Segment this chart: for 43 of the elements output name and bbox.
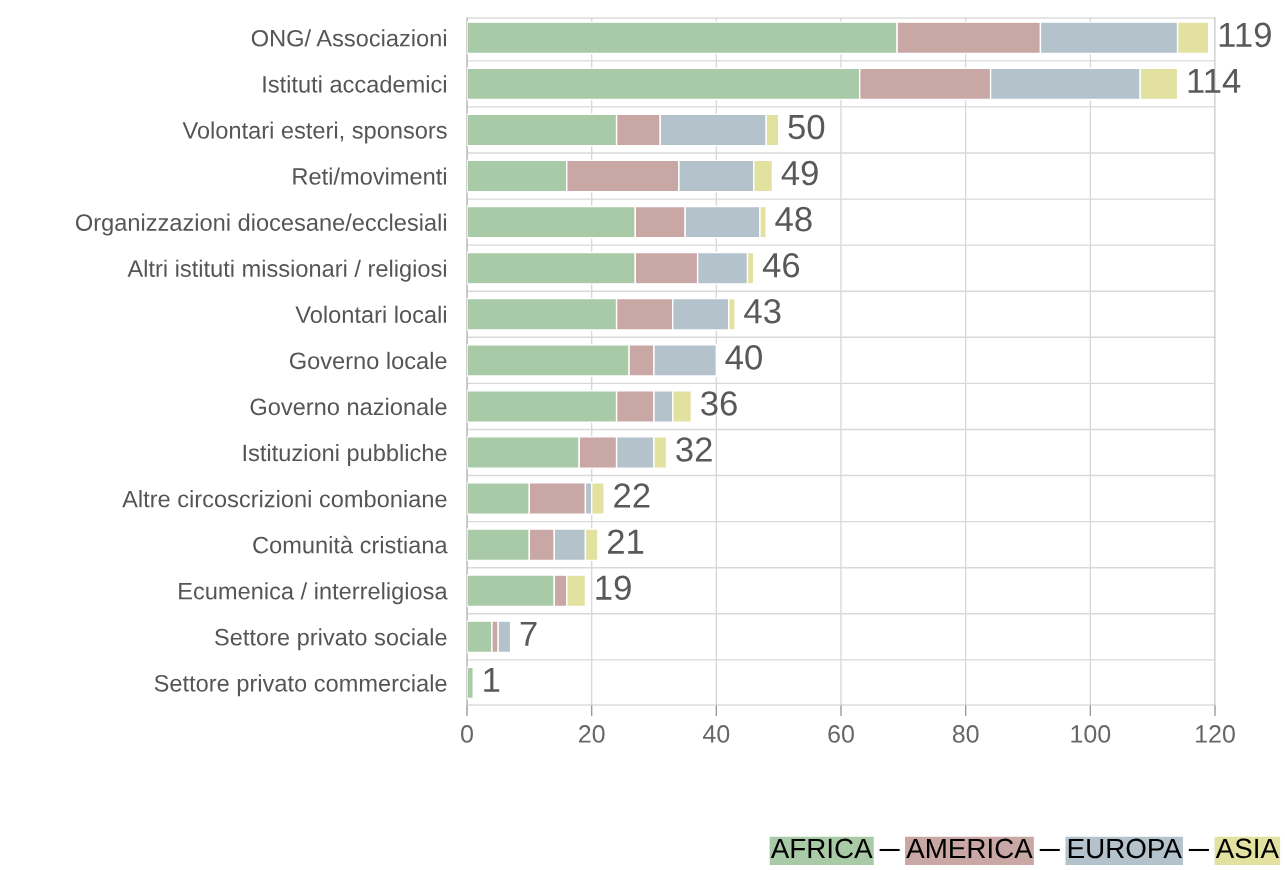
bar xyxy=(467,620,493,654)
y-tick-label: Istituti accademici xyxy=(263,75,446,93)
text: EUROPA xyxy=(1068,838,1182,859)
total-label: 1 xyxy=(484,667,500,692)
y-tick-label: Reti/movimenti xyxy=(293,167,446,185)
total-label: 49 xyxy=(781,160,818,186)
total-label: 48 xyxy=(775,206,812,232)
total-label: 22 xyxy=(614,483,650,508)
y-tick-label: Volontari esteri, sponsors xyxy=(182,121,447,144)
y-tick-label: Altre circoscrizioni comboniane xyxy=(122,490,447,508)
x-tick-label: 60 xyxy=(828,725,854,743)
y-tick-label: Settore privato commerciale xyxy=(154,674,447,697)
y-tick-label: ONG/ Associazioni xyxy=(251,29,446,47)
y-tick-label: Volontari locali xyxy=(295,305,446,324)
total-label: 40 xyxy=(725,345,762,370)
total-label: 19 xyxy=(596,575,631,601)
text: AMERICA xyxy=(906,838,1033,859)
total-label: 119 xyxy=(1219,22,1271,48)
total-label: 50 xyxy=(788,114,825,140)
total-label: 114 xyxy=(1188,68,1241,93)
y-tick-label: Governo locale xyxy=(289,351,447,370)
total-label: 46 xyxy=(762,252,800,278)
x-tick-label: 40 xyxy=(703,725,730,743)
y-tick-label: Istituzioni pubbliche xyxy=(243,443,447,466)
x-tick-label: 120 xyxy=(1196,725,1235,743)
text: ASIA xyxy=(1215,838,1279,859)
y-tick-label: Altri istituti missionari / religiosi xyxy=(127,259,446,282)
y-tick-label: Governo nazionale xyxy=(250,397,447,416)
y-tick-label: Comunità cristiana xyxy=(253,535,448,554)
x-tick-label: 0 xyxy=(461,725,473,743)
total-label: 43 xyxy=(744,299,781,324)
total-label: 7 xyxy=(520,621,537,646)
bar xyxy=(467,666,474,700)
total-label: 32 xyxy=(676,437,712,462)
total-label: 21 xyxy=(607,529,644,554)
y-tick-label: Ecumenica / interreligiosa xyxy=(179,582,448,605)
text: AFRICA xyxy=(770,838,873,859)
total-label: 36 xyxy=(701,391,737,416)
x-tick-label: 20 xyxy=(579,725,605,743)
x-tick-label: 100 xyxy=(1071,725,1111,743)
x-tick-label: 80 xyxy=(952,725,979,743)
y-tick-label: Settore privato sociale xyxy=(215,628,447,651)
y-tick-label: Organizzazioni diocesane/ecclesiali xyxy=(75,213,446,236)
